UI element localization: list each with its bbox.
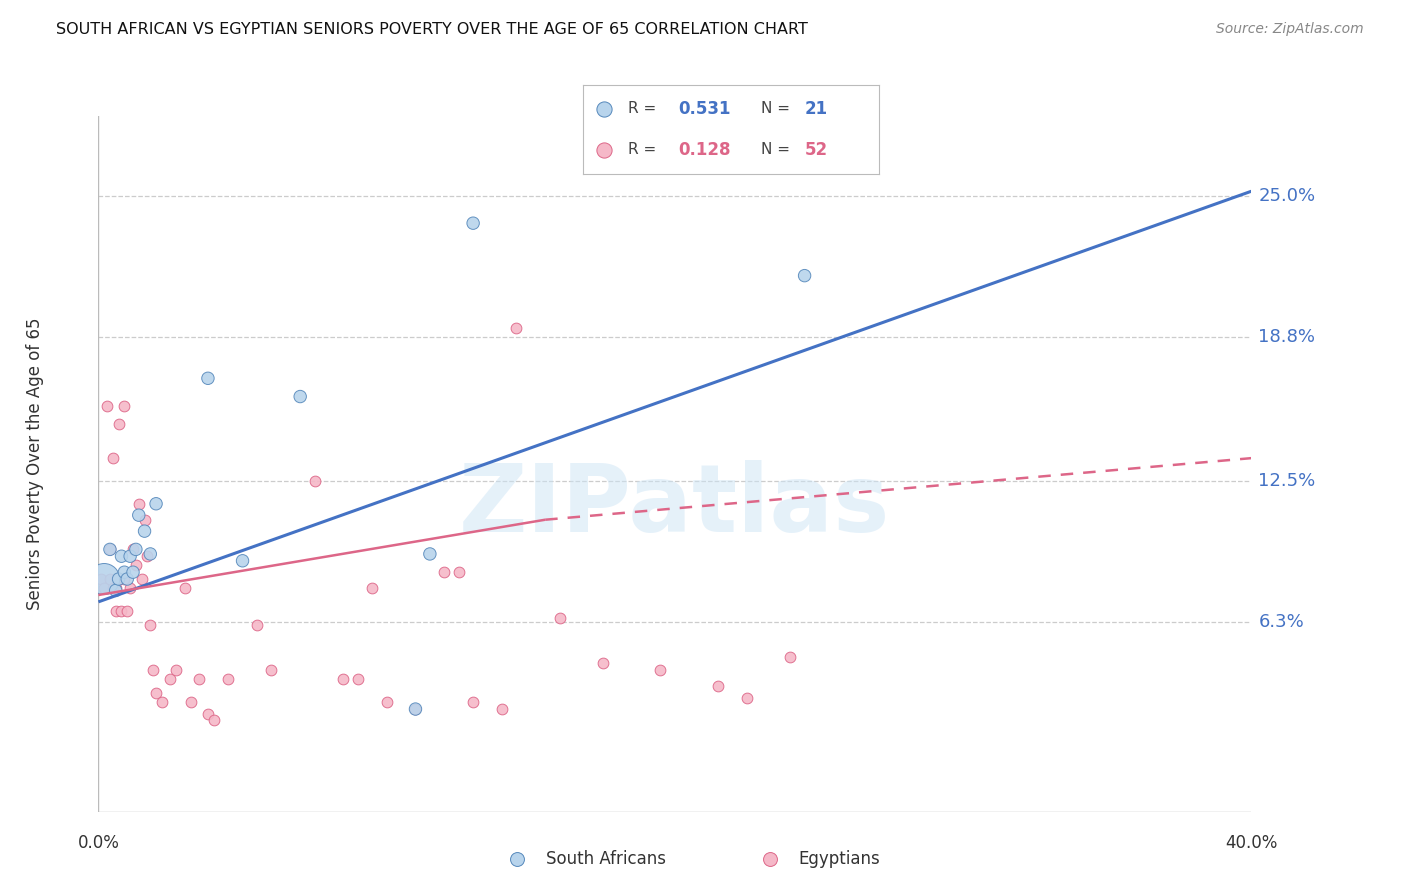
Text: 18.8%: 18.8% (1258, 328, 1316, 346)
Point (461, 216, 484, 230)
Point (136, 549, 159, 564)
Text: R =: R = (627, 102, 657, 116)
Point (145, 686, 167, 700)
Point (98, 572, 121, 586)
Point (128, 508, 150, 523)
Point (120, 549, 142, 564)
Text: 0.128: 0.128 (678, 141, 731, 159)
Point (110, 549, 132, 564)
Point (304, 474, 326, 488)
Text: N =: N = (761, 102, 790, 116)
Point (246, 617, 269, 632)
Point (139, 617, 162, 632)
Text: Source: ZipAtlas.com: Source: ZipAtlas.com (1216, 22, 1364, 37)
Point (419, 547, 441, 561)
Point (197, 371, 219, 385)
Text: SOUTH AFRICAN VS EGYPTIAN SENIORS POVERTY OVER THE AGE OF 65 CORRELATION CHART: SOUTH AFRICAN VS EGYPTIAN SENIORS POVERT… (56, 22, 808, 37)
Point (122, 565, 145, 579)
Point (405, 702, 427, 716)
Point (405, 702, 427, 716)
Point (505, 321, 527, 335)
Text: 0.0%: 0.0% (77, 834, 120, 852)
Text: ZIPatlas: ZIPatlas (460, 459, 890, 551)
Point (117, 572, 138, 586)
Text: 12.5%: 12.5% (1258, 472, 1316, 490)
Point (593, 102, 616, 116)
Point (134, 513, 156, 527)
Text: South Africans: South Africans (546, 849, 665, 868)
Point (150, 695, 173, 709)
Point (707, 679, 730, 693)
Point (202, 714, 225, 728)
Point (592, 657, 614, 671)
Point (759, 851, 782, 865)
Point (548, 611, 571, 625)
Point (447, 565, 470, 579)
Point (98, 542, 121, 557)
Text: 40.0%: 40.0% (1225, 834, 1278, 852)
Point (142, 663, 165, 677)
Point (290, 390, 312, 404)
Point (104, 581, 127, 595)
Text: 6.3%: 6.3% (1258, 614, 1305, 632)
Point (112, 399, 135, 413)
Text: 21: 21 (804, 100, 828, 118)
Text: Seniors Poverty Over the Age of 65: Seniors Poverty Over the Age of 65 (27, 318, 44, 610)
Point (122, 542, 145, 557)
Point (231, 554, 254, 568)
Point (117, 604, 138, 618)
Text: R =: R = (627, 143, 657, 157)
Point (375, 695, 398, 709)
Point (506, 851, 529, 865)
Point (332, 673, 354, 687)
Point (101, 581, 124, 595)
Point (433, 565, 456, 579)
Point (491, 702, 513, 716)
Point (128, 497, 150, 511)
Point (174, 581, 197, 595)
Point (125, 558, 148, 573)
Text: 0.531: 0.531 (678, 100, 731, 118)
Point (346, 673, 368, 687)
Point (107, 572, 129, 586)
Point (104, 604, 127, 618)
Point (120, 581, 142, 595)
Point (112, 572, 135, 586)
Point (104, 583, 127, 598)
Text: 52: 52 (804, 141, 828, 159)
Point (779, 649, 801, 664)
Point (107, 417, 129, 431)
Point (98, 542, 121, 557)
Point (593, 143, 616, 157)
Text: N =: N = (761, 143, 790, 157)
Point (461, 695, 484, 709)
Point (131, 572, 153, 586)
Point (93, 581, 115, 595)
Point (260, 663, 283, 677)
Point (165, 663, 187, 677)
Point (361, 581, 384, 595)
Point (139, 547, 162, 561)
Point (159, 673, 181, 687)
Point (125, 542, 148, 557)
Point (112, 565, 135, 579)
Point (93, 572, 115, 586)
Text: 25.0%: 25.0% (1258, 186, 1316, 205)
Point (188, 673, 211, 687)
Point (217, 673, 239, 687)
Point (650, 663, 672, 677)
Point (180, 695, 202, 709)
Point (134, 524, 156, 538)
Text: Egyptians: Egyptians (799, 849, 880, 868)
Point (735, 690, 758, 705)
Point (145, 497, 167, 511)
Point (101, 451, 124, 466)
Point (90, 572, 112, 586)
Point (793, 268, 815, 283)
Point (197, 706, 219, 721)
Point (110, 604, 132, 618)
Point (96, 399, 118, 413)
